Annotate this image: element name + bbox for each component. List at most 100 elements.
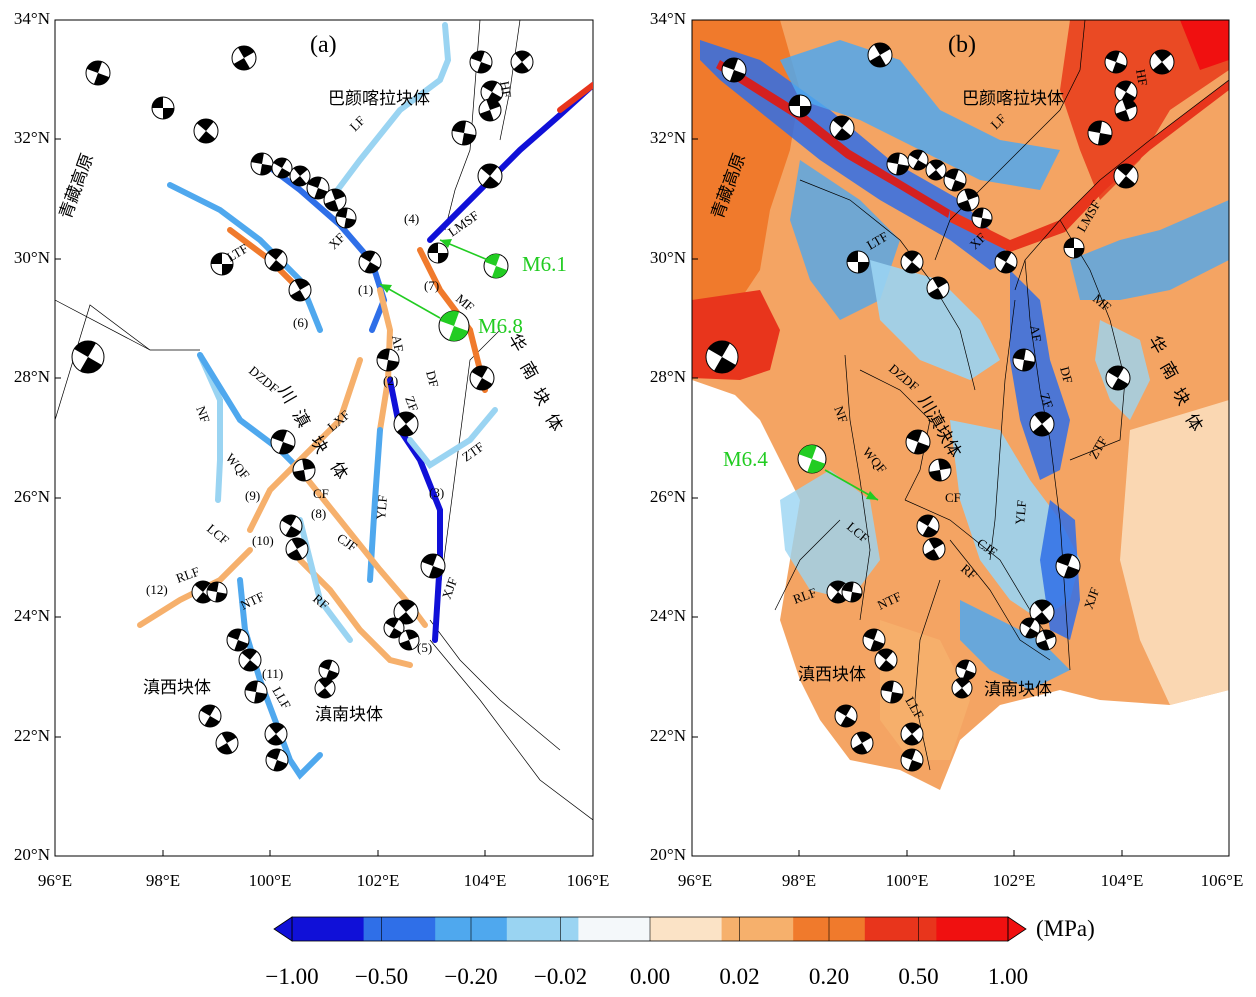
y-tick-label: 24°N — [650, 606, 686, 625]
focal-mechanism-beachball — [244, 680, 268, 704]
y-tick-label: 20°N — [14, 845, 50, 864]
focal-mechanism-beachball — [874, 648, 898, 672]
colorbar-cells — [292, 917, 1009, 941]
focal-mechanism-beachball — [886, 152, 910, 176]
focal-mechanism-beachball — [438, 310, 470, 342]
fault-label-ylf: YLF — [373, 494, 390, 520]
x-tick-label: 102°E — [993, 871, 1036, 890]
block-bayan-har: 巴颜喀拉块体 — [328, 89, 430, 109]
x-tick-label: 100°E — [886, 871, 929, 890]
fault-label-nf: NF — [193, 404, 213, 425]
fault-label-hf: HF — [497, 80, 515, 99]
focal-mechanism-beachball — [900, 748, 924, 772]
segment-number: (5) — [417, 640, 432, 655]
block-south-china-char: 南 — [516, 359, 542, 384]
x-tick-label: 96°E — [678, 871, 712, 890]
panel-a-frame — [54, 19, 594, 857]
y-tick-label: 32°N — [14, 128, 50, 147]
event-arrow-head — [866, 491, 878, 500]
focal-mechanism-beachball — [376, 348, 400, 372]
y-tick-label: 24°N — [14, 606, 50, 625]
panel-b-stress-field — [692, 20, 1229, 856]
focal-mechanism-beachball — [323, 188, 347, 212]
x-tick-label: 106°E — [567, 871, 610, 890]
y-tick-label: 30°N — [650, 248, 686, 267]
focal-mechanism-beachball — [279, 514, 303, 538]
focal-mechanism-beachball — [85, 60, 111, 86]
block-west-yunnan: 滇西块体 — [798, 665, 866, 685]
x-tick-label: 98°E — [146, 871, 180, 890]
focal-mechanism-beachball — [788, 94, 812, 118]
panel-a-faults — [55, 20, 593, 821]
fault-label-lmsf: LMSF — [445, 208, 481, 240]
focal-mechanism-beachball — [285, 537, 309, 561]
colorbar-tick-label: −0.20 — [444, 964, 497, 989]
segment-number: (11) — [262, 666, 283, 681]
focal-mechanism-beachball — [193, 118, 219, 144]
x-tick-label: 96°E — [38, 871, 72, 890]
focal-mechanism-beachball — [469, 365, 495, 391]
colorbar-cell — [363, 917, 436, 941]
fault-label-lf: LF — [347, 113, 368, 134]
panel-b-beachballs — [705, 42, 1175, 772]
focal-mechanism-beachball — [926, 276, 950, 300]
segment-number: (7) — [424, 278, 439, 293]
fault-label-zf: ZF — [1037, 391, 1056, 410]
focal-mechanism-beachball — [1149, 49, 1175, 75]
segment-number: (2) — [383, 373, 398, 388]
segment-number: (9) — [245, 488, 260, 503]
panel-a-x-ticks: 96°E 98°E 100°E 102°E 104°E 106°E — [38, 850, 609, 890]
segment-number: (4) — [404, 211, 419, 226]
focal-mechanism-beachball — [846, 250, 870, 274]
fault-label-xjf: XJF — [1081, 586, 1103, 612]
focal-mechanism-beachball — [1105, 365, 1131, 391]
focal-mechanism-beachball — [905, 429, 931, 455]
focal-mechanism-beachball — [928, 458, 952, 482]
focal-mechanism-beachball — [206, 581, 228, 603]
block-south-yunnan: 滇南块体 — [315, 705, 383, 725]
colorbar: −1.00 −0.50 −0.20 −0.02 0.00 0.02 0.20 0.50 1.00… — [265, 916, 1094, 989]
focal-mechanism-beachball — [925, 159, 947, 181]
focal-mechanism-beachball — [483, 253, 509, 279]
colorbar-tick-label: −1.00 — [265, 964, 318, 989]
event-magnitude-label: M6.8 — [478, 314, 523, 338]
focal-mechanism-beachball — [250, 152, 274, 176]
segment-number: (3) — [429, 485, 444, 500]
focal-mechanism-beachball — [427, 242, 449, 264]
focal-mechanism-beachball — [477, 163, 503, 189]
segment-number: (6) — [293, 315, 308, 330]
focal-mechanism-beachball — [834, 704, 858, 728]
focal-mechanism-beachball — [994, 250, 1018, 274]
x-tick-label: 104°E — [464, 871, 507, 890]
fault-label-af: AF — [389, 334, 407, 353]
x-tick-label: 106°E — [1201, 871, 1244, 890]
y-tick-label: 26°N — [14, 487, 50, 506]
event-magnitude-label: M6.4 — [723, 447, 768, 471]
focal-mechanism-beachball — [841, 581, 863, 603]
focal-mechanism-beachball — [238, 648, 262, 672]
focal-mechanism-beachball — [1055, 553, 1081, 579]
colorbar-tick-label: −0.02 — [534, 964, 587, 989]
panel-a-beachballs — [71, 45, 534, 772]
panel-a-y-ticks: 34°N 32°N 30°N 28°N 26°N 24°N 22°N 20°N — [14, 9, 61, 864]
focal-mechanism-beachball — [71, 340, 105, 374]
focal-mechanism-beachball — [1104, 50, 1128, 74]
focal-mechanism-beachball — [264, 722, 288, 746]
fault-label-df: DF — [1057, 365, 1076, 385]
fault-label-zf: ZF — [402, 394, 421, 413]
focal-mechanism-beachball — [907, 149, 929, 171]
focal-mechanism-beachball — [335, 207, 357, 229]
focal-mechanism-beachball — [862, 628, 886, 652]
colorbar-min-arrow — [273, 916, 293, 942]
focal-mechanism-beachball — [850, 731, 874, 755]
block-south-china-char: 块 — [528, 385, 554, 410]
focal-mechanism-beachball — [198, 704, 222, 728]
fault-label-lcf: LCF — [204, 521, 232, 548]
x-tick-label: 102°E — [357, 871, 400, 890]
focal-mechanism-beachball — [705, 340, 739, 374]
focal-mechanism-beachball — [956, 188, 980, 212]
block-south-yunnan: 滇南块体 — [984, 680, 1052, 700]
fault-label-xjf: XJF — [439, 576, 461, 602]
segment-number: (8) — [311, 506, 326, 521]
